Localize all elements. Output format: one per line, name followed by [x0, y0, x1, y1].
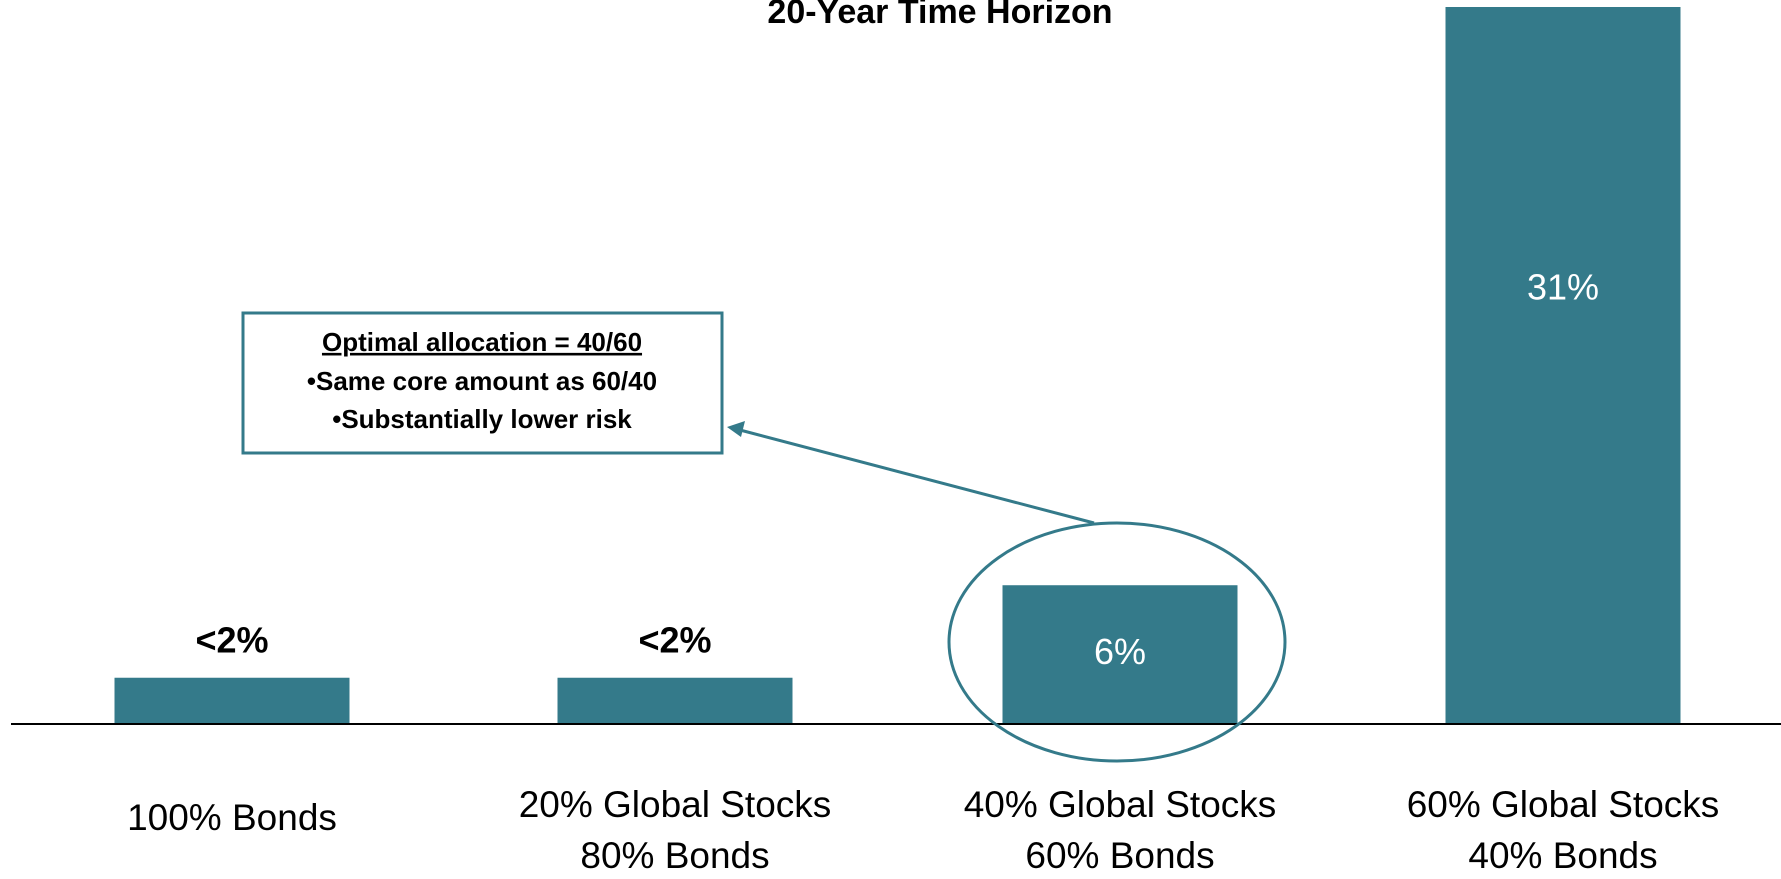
bar — [557, 677, 793, 724]
x-tick-label: 20% Global Stocks — [519, 784, 832, 825]
arrow-head — [727, 421, 745, 437]
value-label: <2% — [195, 619, 268, 660]
annotation-box — [241, 311, 724, 455]
value-label: 6% — [1094, 631, 1146, 672]
x-tick-label: 100% Bonds — [127, 797, 337, 838]
x-tick-label: 40% Bonds — [1468, 835, 1657, 876]
highlight-ellipse — [947, 521, 1287, 763]
x-tick-label: 60% Bonds — [1025, 835, 1214, 876]
bar — [1002, 585, 1238, 724]
arrow-line — [739, 428, 1095, 525]
bar — [1445, 7, 1681, 724]
value-label: 31% — [1527, 267, 1599, 308]
x-tick-label: 60% Global Stocks — [1407, 784, 1720, 825]
bar — [114, 677, 350, 724]
x-tick-label: 80% Bonds — [580, 835, 769, 876]
chart-title: 20-Year Time Horizon — [767, 0, 1112, 31]
annotation-line: •Same core amount as 60/40 — [307, 366, 657, 396]
value-label: <2% — [638, 619, 711, 660]
annotation-line: Optimal allocation = 40/60 — [322, 327, 642, 357]
x-tick-label: 40% Global Stocks — [964, 784, 1277, 825]
annotation-line: •Substantially lower risk — [332, 404, 632, 434]
